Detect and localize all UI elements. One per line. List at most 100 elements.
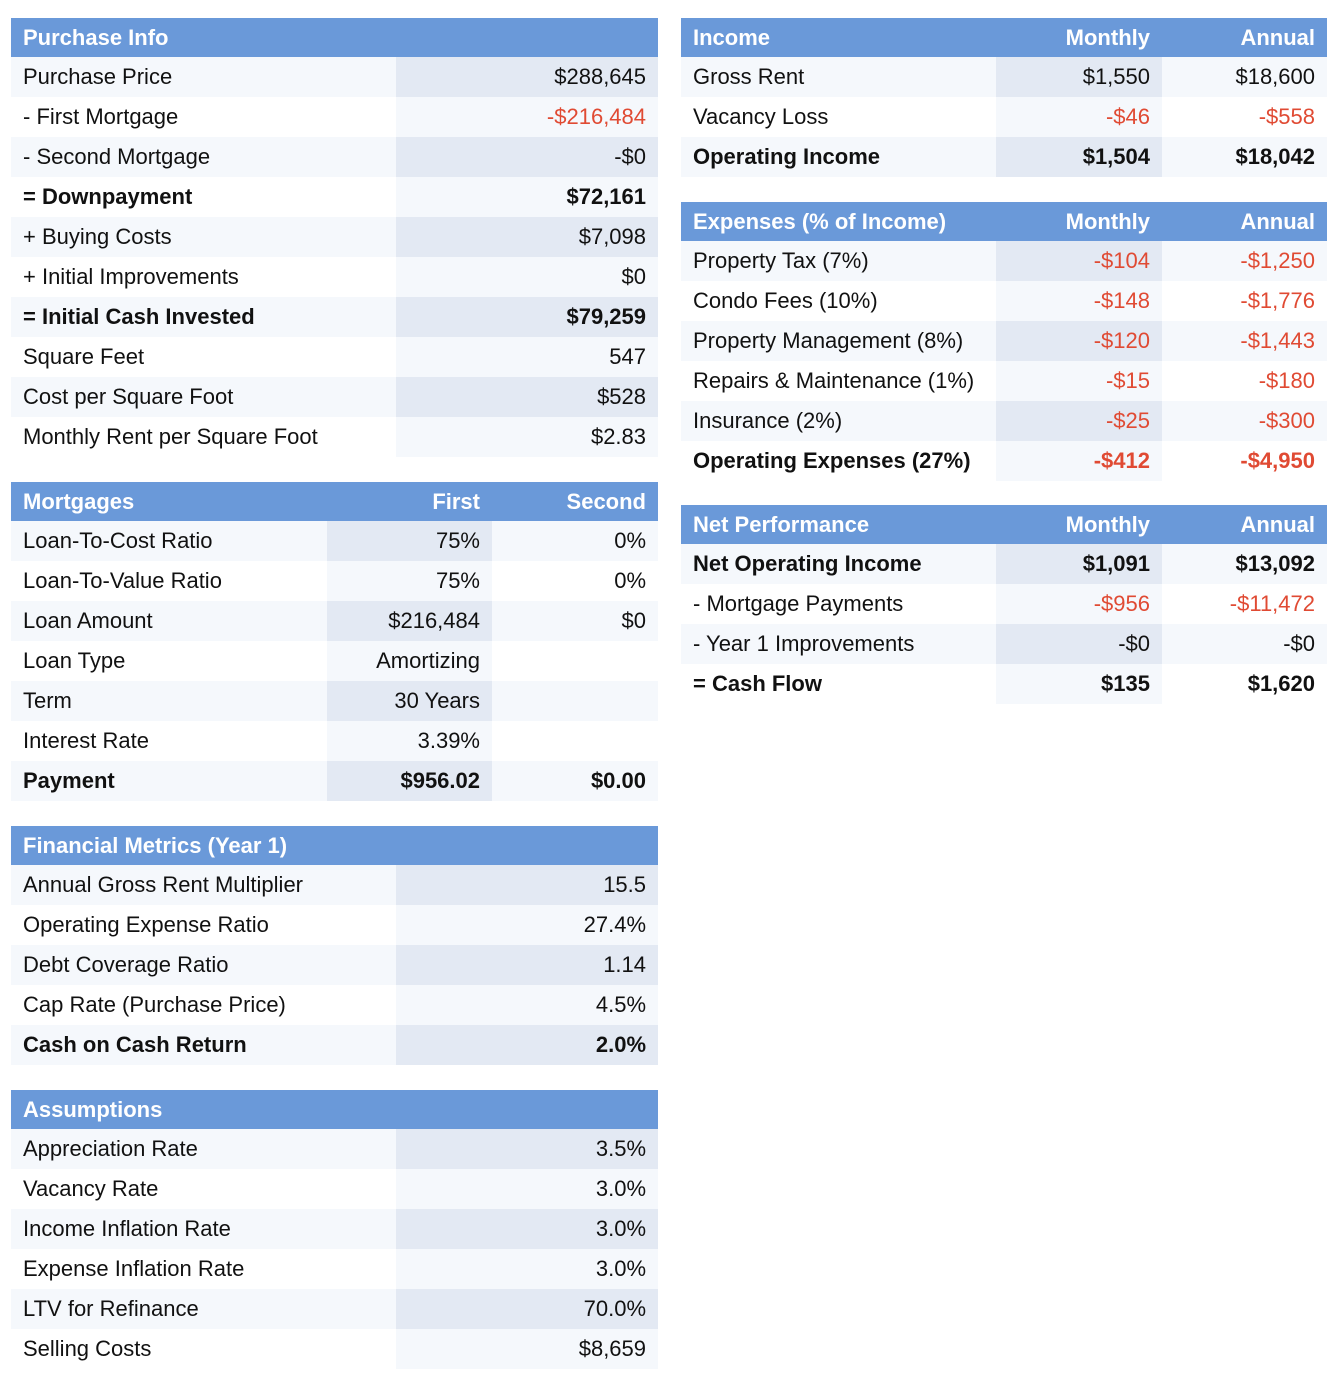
annual-value: -$1,250 bbox=[1162, 241, 1327, 281]
table-row: Square Feet 547 bbox=[11, 337, 659, 377]
table-row: + Buying Costs $7,098 bbox=[11, 217, 659, 257]
assumptions-table: Assumptions Appreciation Rate 3.5% Vacan… bbox=[11, 1090, 659, 1369]
second-value: 0% bbox=[492, 521, 658, 561]
annual-value: $13,092 bbox=[1162, 544, 1327, 584]
row-label: Net Operating Income bbox=[681, 544, 996, 584]
row-value: -$216,484 bbox=[396, 97, 659, 137]
row-value: 1.14 bbox=[396, 945, 659, 985]
income-table: Income Monthly Annual Gross Rent $1,550 … bbox=[681, 18, 1327, 177]
row-value: $288,645 bbox=[396, 57, 659, 97]
row-label: Cash on Cash Return bbox=[11, 1025, 396, 1065]
table-row: Payment $956.02 $0.00 bbox=[11, 761, 658, 801]
row-label: Loan Type bbox=[11, 641, 327, 681]
net-performance-header: Net Performance bbox=[681, 505, 996, 544]
table-row: Vacancy Loss -$46 -$558 bbox=[681, 97, 1327, 137]
table-header: Purchase Info bbox=[11, 18, 659, 57]
row-label: Repairs & Maintenance (1%) bbox=[681, 361, 996, 401]
table-row: Loan-To-Cost Ratio 75% 0% bbox=[11, 521, 658, 561]
row-value: 2.0% bbox=[396, 1025, 659, 1065]
row-label: Monthly Rent per Square Foot bbox=[11, 417, 396, 457]
row-label: LTV for Refinance bbox=[11, 1289, 396, 1329]
row-value: 3.0% bbox=[396, 1169, 659, 1209]
row-value: 3.0% bbox=[396, 1249, 659, 1289]
annual-value: -$300 bbox=[1162, 401, 1327, 441]
table-row: = Cash Flow $135 $1,620 bbox=[681, 664, 1327, 704]
annual-value: -$0 bbox=[1162, 624, 1327, 664]
second-value: $0.00 bbox=[492, 761, 658, 801]
row-label: Interest Rate bbox=[11, 721, 327, 761]
monthly-value: -$120 bbox=[996, 321, 1162, 361]
row-value: 3.5% bbox=[396, 1129, 659, 1169]
table-row: Annual Gross Rent Multiplier 15.5 bbox=[11, 865, 659, 905]
row-value: -$0 bbox=[396, 137, 659, 177]
purchase-info-table: Purchase Info Purchase Price $288,645 - … bbox=[11, 18, 659, 457]
row-value: 4.5% bbox=[396, 985, 659, 1025]
row-label: - Second Mortgage bbox=[11, 137, 396, 177]
table-row: Term 30 Years bbox=[11, 681, 658, 721]
first-value: $956.02 bbox=[327, 761, 492, 801]
table-header: Mortgages First Second bbox=[11, 482, 658, 521]
row-label: Operating Expenses (27%) bbox=[681, 441, 996, 481]
table-row: - First Mortgage -$216,484 bbox=[11, 97, 659, 137]
row-label: = Initial Cash Invested bbox=[11, 297, 396, 337]
annual-value: -$4,950 bbox=[1162, 441, 1327, 481]
table-row: Purchase Price $288,645 bbox=[11, 57, 659, 97]
row-label: Operating Income bbox=[681, 137, 996, 177]
row-label: Gross Rent bbox=[681, 57, 996, 97]
income-header: Income bbox=[681, 18, 996, 57]
table-row: Income Inflation Rate 3.0% bbox=[11, 1209, 659, 1249]
annual-value: -$1,776 bbox=[1162, 281, 1327, 321]
table-row: Loan Type Amortizing bbox=[11, 641, 658, 681]
row-label: + Initial Improvements bbox=[11, 257, 396, 297]
second-value bbox=[492, 681, 658, 721]
monthly-value: -$148 bbox=[996, 281, 1162, 321]
table-row: - Second Mortgage -$0 bbox=[11, 137, 659, 177]
row-label: Payment bbox=[11, 761, 327, 801]
monthly-value: -$46 bbox=[996, 97, 1162, 137]
second-value bbox=[492, 721, 658, 761]
table-header: Income Monthly Annual bbox=[681, 18, 1327, 57]
row-value: $8,659 bbox=[396, 1329, 659, 1369]
column-header-monthly: Monthly bbox=[996, 505, 1162, 544]
column-header-first: First bbox=[327, 482, 492, 521]
table-row: Cost per Square Foot $528 bbox=[11, 377, 659, 417]
annual-value: -$558 bbox=[1162, 97, 1327, 137]
table-row: Gross Rent $1,550 $18,600 bbox=[681, 57, 1327, 97]
row-label: Debt Coverage Ratio bbox=[11, 945, 396, 985]
table-row: Selling Costs $8,659 bbox=[11, 1329, 659, 1369]
row-label: Loan-To-Cost Ratio bbox=[11, 521, 327, 561]
table-row: Operating Expense Ratio 27.4% bbox=[11, 905, 659, 945]
expenses-table: Expenses (% of Income) Monthly Annual Pr… bbox=[681, 202, 1327, 481]
mortgages-header: Mortgages bbox=[11, 482, 327, 521]
column-header-annual: Annual bbox=[1162, 505, 1327, 544]
row-label: Appreciation Rate bbox=[11, 1129, 396, 1169]
column-header-second: Second bbox=[492, 482, 658, 521]
table-header: Expenses (% of Income) Monthly Annual bbox=[681, 202, 1327, 241]
row-value: 27.4% bbox=[396, 905, 659, 945]
table-row: LTV for Refinance 70.0% bbox=[11, 1289, 659, 1329]
row-label: Cap Rate (Purchase Price) bbox=[11, 985, 396, 1025]
table-header: Financial Metrics (Year 1) bbox=[11, 826, 659, 865]
monthly-value: -$25 bbox=[996, 401, 1162, 441]
column-header-annual: Annual bbox=[1162, 202, 1327, 241]
table-row: Condo Fees (10%) -$148 -$1,776 bbox=[681, 281, 1327, 321]
first-value: Amortizing bbox=[327, 641, 492, 681]
row-label: Square Feet bbox=[11, 337, 396, 377]
row-label: - Year 1 Improvements bbox=[681, 624, 996, 664]
row-value: 3.0% bbox=[396, 1209, 659, 1249]
row-label: Term bbox=[11, 681, 327, 721]
second-value: 0% bbox=[492, 561, 658, 601]
table-header: Assumptions bbox=[11, 1090, 659, 1129]
table-row: + Initial Improvements $0 bbox=[11, 257, 659, 297]
first-value: 75% bbox=[327, 561, 492, 601]
table-row: Expense Inflation Rate 3.0% bbox=[11, 1249, 659, 1289]
row-label: Loan Amount bbox=[11, 601, 327, 641]
row-label: = Cash Flow bbox=[681, 664, 996, 704]
monthly-value: -$412 bbox=[996, 441, 1162, 481]
column-header-monthly: Monthly bbox=[996, 18, 1162, 57]
table-row: Repairs & Maintenance (1%) -$15 -$180 bbox=[681, 361, 1327, 401]
monthly-value: $135 bbox=[996, 664, 1162, 704]
table-row: Loan-To-Value Ratio 75% 0% bbox=[11, 561, 658, 601]
table-row: Loan Amount $216,484 $0 bbox=[11, 601, 658, 641]
mortgages-table: Mortgages First Second Loan-To-Cost Rati… bbox=[11, 482, 658, 801]
